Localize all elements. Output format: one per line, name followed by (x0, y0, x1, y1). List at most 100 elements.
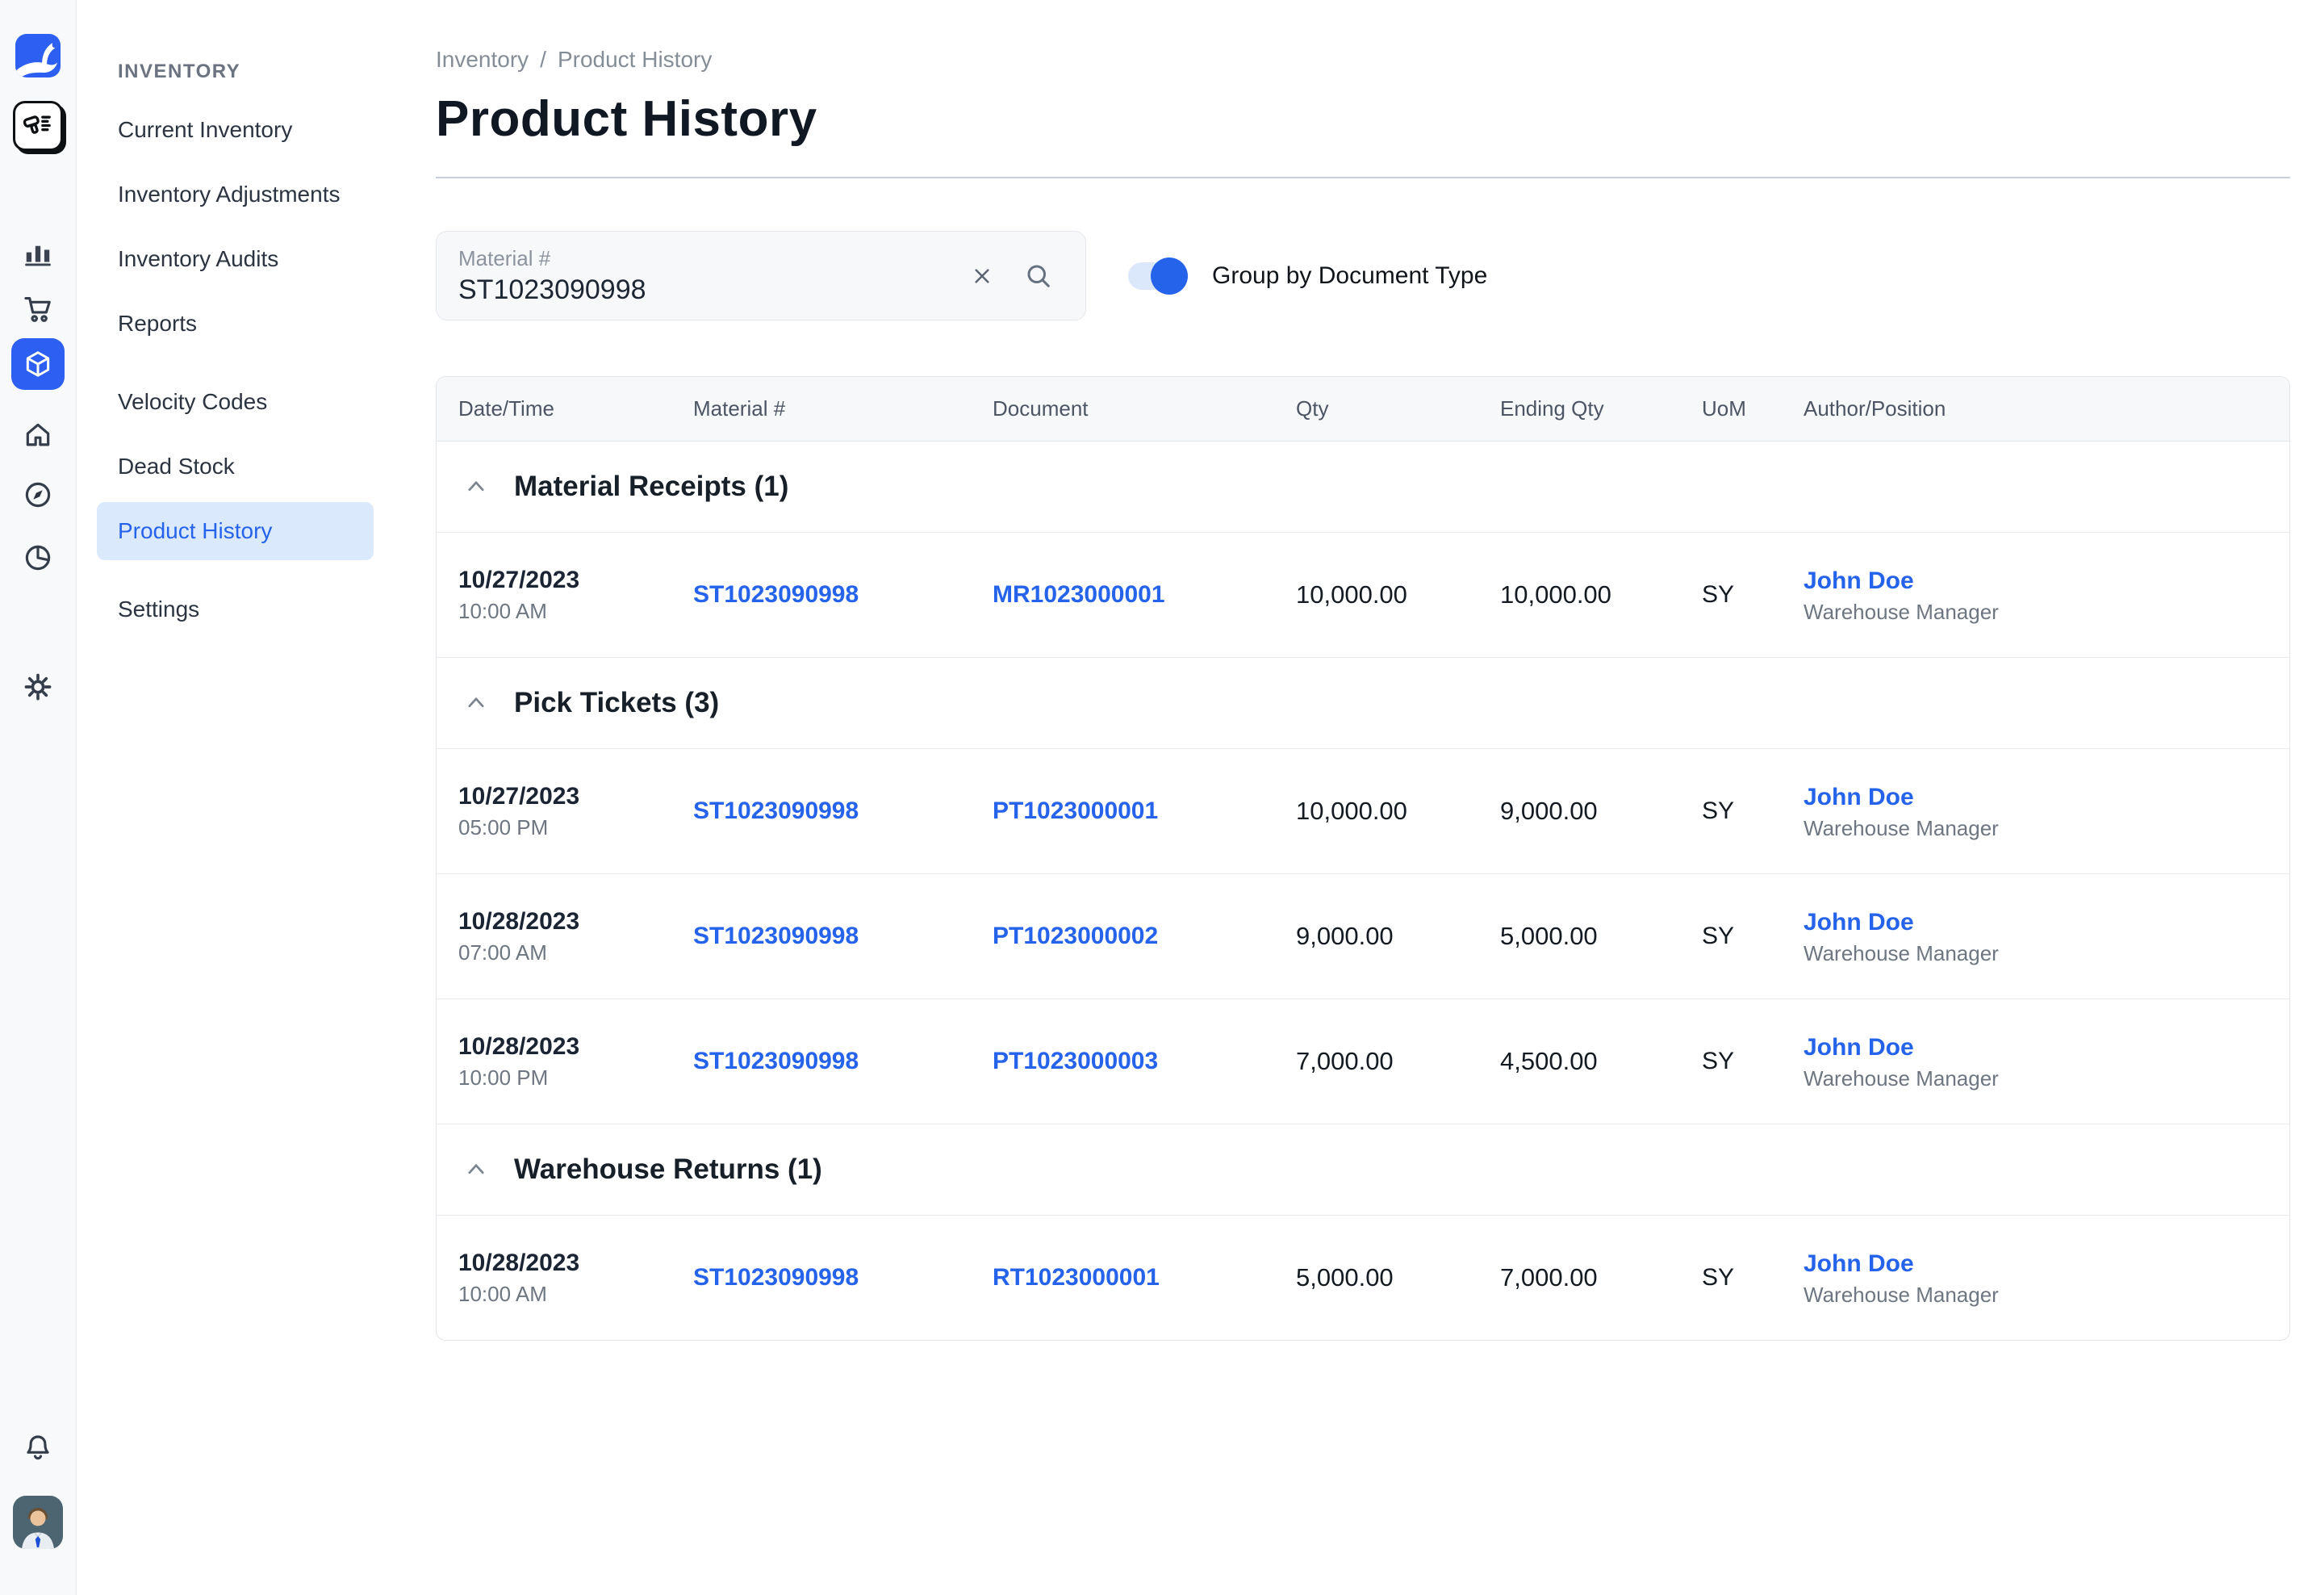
document-link[interactable]: PT1023000002 (993, 923, 1296, 950)
ending-qty-value: 9,000.00 (1500, 797, 1702, 826)
sidebar-group: Settings (97, 580, 436, 638)
compass-icon[interactable] (20, 477, 56, 513)
column-header-qty: Qty (1296, 396, 1500, 421)
document-link[interactable]: PT1023000001 (993, 798, 1296, 825)
home-icon[interactable] (20, 417, 56, 453)
ending-qty-value: 4,500.00 (1500, 1047, 1702, 1076)
sidebar-item-inventory-audits[interactable]: Inventory Audits (97, 230, 374, 288)
date-value: 10/28/2023 (458, 910, 693, 934)
title-divider (436, 177, 2290, 178)
table-row: 10/27/2023 10:00 AMST1023090998MR10230000… (437, 532, 2289, 657)
author-position: Warehouse Manager (1804, 1068, 2289, 1089)
sidebar-item-reports[interactable]: Reports (97, 295, 374, 353)
document-link[interactable]: MR1023000001 (993, 581, 1296, 609)
pie-chart-icon[interactable] (20, 540, 56, 576)
table-header-row: Date/TimeMaterial #DocumentQtyEnding Qty… (437, 377, 2289, 442)
group-title-material-receipts: Material Receipts (1) (514, 471, 788, 503)
uom-value: SY (1702, 923, 1804, 950)
column-header-material-: Material # (693, 396, 993, 421)
ending-qty-value: 10,000.00 (1500, 580, 1702, 609)
user-avatar[interactable] (13, 1496, 63, 1549)
column-header-ending-qty: Ending Qty (1500, 396, 1702, 421)
ending-qty-value: 5,000.00 (1500, 922, 1702, 951)
author-cell: John Doe Warehouse Manager (1804, 1034, 2289, 1089)
author-position: Warehouse Manager (1804, 818, 2289, 839)
sidebar: INVENTORY Current Inventory Inventory Adj… (77, 0, 436, 1595)
author-link[interactable]: John Doe (1804, 784, 2289, 811)
document-link[interactable]: PT1023000003 (993, 1048, 1296, 1075)
author-cell: John DoeWarehouse Manager (1804, 567, 2289, 622)
uom-value: SY (1702, 798, 1804, 825)
group-by-toggle-wrap: Group by Document Type (1128, 262, 1487, 290)
gear-icon[interactable] (20, 669, 56, 705)
material-link[interactable]: ST1023090998 (693, 1048, 993, 1075)
time-value: 10:00 PM (458, 1067, 693, 1088)
document-link[interactable]: RT1023000001 (993, 1264, 1296, 1291)
author-link[interactable]: John Doe (1804, 567, 2289, 595)
sidebar-item-product-history[interactable]: Product History (97, 502, 374, 560)
author-cell: John Doe Warehouse Manager (1804, 1250, 2289, 1305)
author-link[interactable]: John Doe (1804, 909, 2289, 936)
group-by-toggle[interactable] (1128, 262, 1188, 290)
date-value: 10/27/2023 (458, 568, 693, 592)
sidebar-item-settings[interactable]: Settings (97, 580, 374, 638)
sidebar-item-current-inventory[interactable]: Current Inventory (97, 101, 374, 159)
sidebar-item-velocity-codes[interactable]: Velocity Codes (97, 373, 374, 431)
group-by-toggle-label: Group by Document Type (1212, 262, 1487, 290)
bar-chart-icon[interactable] (20, 237, 56, 272)
datetime-cell: 10/28/2023 10:00 AM (458, 1251, 693, 1304)
material-link[interactable]: ST1023090998 (693, 923, 993, 950)
logo-icon[interactable] (15, 34, 61, 77)
app-window: INVENTORY Current Inventory Inventory Adj… (0, 0, 2324, 1595)
author-cell: John Doe Warehouse Manager (1804, 784, 2289, 839)
author-cell: John DoeWarehouse Manager (1804, 909, 2289, 964)
time-value: 10:00 AM (458, 1283, 693, 1304)
date-value: 10/28/2023 (458, 1251, 693, 1275)
chevron-up-icon (464, 475, 488, 499)
barcode-scanner-icon[interactable] (13, 101, 63, 151)
breadcrumb-separator: / (540, 47, 546, 73)
qty-value: 9,000.00 (1296, 922, 1500, 951)
uom-value: SY (1702, 1048, 1804, 1075)
sidebar-group: Velocity Codes Dead Stock Product History (97, 373, 436, 560)
author-link[interactable]: John Doe (1804, 1034, 2289, 1061)
table-row: 10/28/2023 10:00 PMST1023090998PT10230000… (437, 998, 2289, 1124)
author-position: Warehouse Manager (1804, 1284, 2289, 1305)
uom-value: SY (1702, 1264, 1804, 1291)
material-link[interactable]: ST1023090998 (693, 798, 993, 825)
chevron-up-icon (464, 1158, 488, 1182)
cart-icon[interactable] (20, 291, 56, 327)
group-title-pick-tickets: Pick Tickets (3) (514, 687, 719, 719)
date-value: 10/28/2023 (458, 1035, 693, 1059)
material-link[interactable]: ST1023090998 (693, 581, 993, 609)
bell-icon[interactable] (20, 1430, 56, 1465)
author-link[interactable]: John Doe (1804, 1250, 2289, 1278)
sidebar-item-dead-stock[interactable]: Dead Stock (97, 437, 374, 496)
package-icon[interactable] (11, 338, 65, 390)
chevron-up-icon (464, 691, 488, 715)
date-value: 10/27/2023 (458, 785, 693, 809)
icon-rail (0, 0, 77, 1595)
clear-icon[interactable] (969, 263, 995, 289)
group-header-warehouse-returns[interactable]: Warehouse Returns (1) (437, 1124, 2289, 1215)
breadcrumb-inventory[interactable]: Inventory (436, 47, 529, 73)
table-body: Material Receipts (1)10/27/202310:00 AMS… (437, 442, 2289, 1340)
search-icon[interactable] (1024, 262, 1053, 291)
main-content: Inventory / Product History Product Hist… (436, 0, 2324, 1595)
qty-value: 10,000.00 (1296, 580, 1500, 609)
material-link[interactable]: ST1023090998 (693, 1264, 993, 1291)
group-header-pick-tickets[interactable]: Pick Tickets (3) (437, 657, 2289, 748)
column-header-date-time: Date/Time (458, 396, 693, 421)
material-search-text: Material # ST1023090998 (458, 248, 969, 304)
group-header-material-receipts[interactable]: Material Receipts (1) (437, 442, 2289, 532)
datetime-cell: 10/27/202305:00 PM (458, 785, 693, 838)
page-title: Product History (436, 90, 2290, 148)
group-title-warehouse-returns: Warehouse Returns (1) (514, 1153, 822, 1186)
material-search-input[interactable]: Material # ST1023090998 (436, 231, 1086, 320)
sidebar-item-inventory-adjustments[interactable]: Inventory Adjustments (97, 165, 374, 224)
filter-row: Material # ST1023090998 (436, 231, 2290, 320)
datetime-cell: 10/28/202307:00 AM (458, 910, 693, 963)
sidebar-section-label: INVENTORY (97, 61, 436, 83)
material-search-label: Material # (458, 248, 969, 269)
time-value: 10:00 AM (458, 601, 693, 622)
